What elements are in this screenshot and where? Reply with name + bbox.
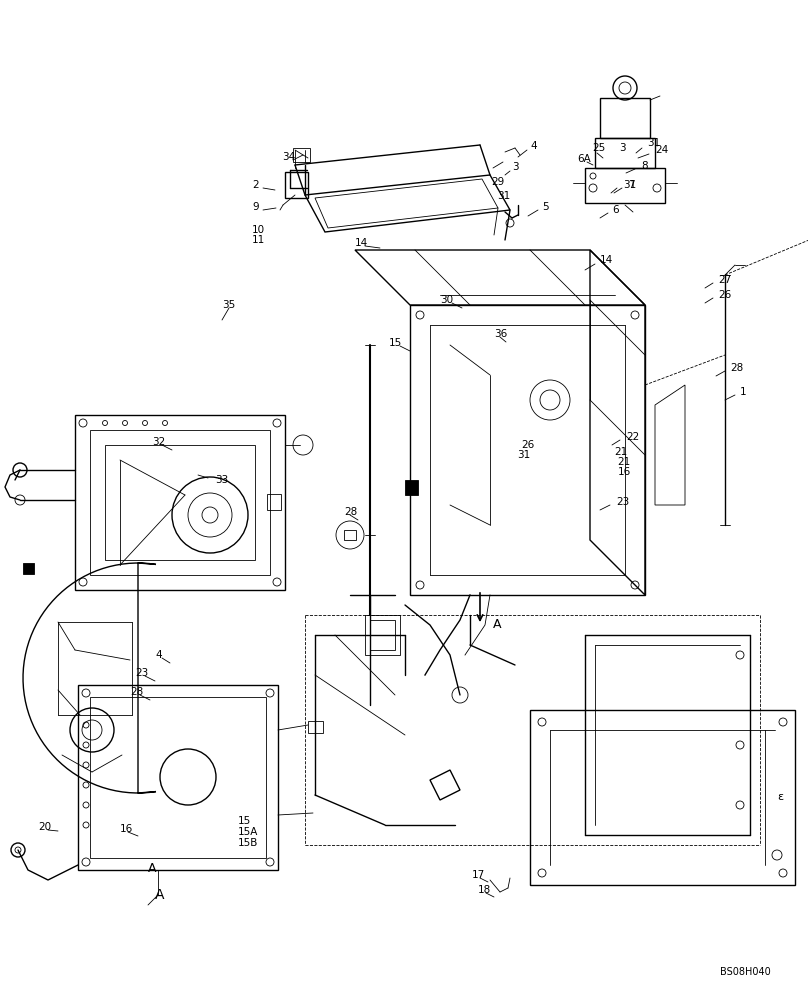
Text: 26: 26 — [718, 290, 731, 300]
Text: 15: 15 — [238, 816, 251, 826]
Text: ε: ε — [777, 792, 783, 802]
Text: 3: 3 — [619, 143, 625, 153]
Text: 4: 4 — [530, 141, 537, 151]
Text: 8: 8 — [641, 161, 648, 171]
Text: 5: 5 — [542, 202, 549, 212]
Text: 6: 6 — [612, 205, 619, 215]
Polygon shape — [23, 563, 34, 574]
Text: 11: 11 — [252, 235, 265, 245]
Text: 23: 23 — [616, 497, 629, 507]
Text: 21: 21 — [617, 457, 630, 467]
Text: 18: 18 — [478, 885, 491, 895]
Text: 20: 20 — [38, 822, 51, 832]
Text: A: A — [155, 888, 165, 902]
Text: A: A — [148, 862, 156, 876]
Text: 15A: 15A — [238, 827, 259, 837]
Text: 35: 35 — [222, 300, 235, 310]
Text: 30: 30 — [440, 295, 453, 305]
Text: 16: 16 — [120, 824, 133, 834]
Text: 33: 33 — [215, 475, 228, 485]
Text: 34: 34 — [282, 152, 295, 162]
Text: 17: 17 — [472, 870, 486, 880]
Text: 36: 36 — [494, 329, 507, 339]
Text: 15: 15 — [389, 338, 402, 348]
Text: 31: 31 — [623, 180, 636, 190]
Text: 27: 27 — [718, 275, 731, 285]
Text: 28: 28 — [344, 507, 357, 517]
Text: 15B: 15B — [238, 838, 259, 848]
Polygon shape — [405, 480, 418, 495]
Text: BS08H040: BS08H040 — [720, 967, 771, 977]
Text: 22: 22 — [626, 432, 639, 442]
Text: 14: 14 — [600, 255, 613, 265]
Text: 4: 4 — [155, 650, 162, 660]
Text: 31: 31 — [517, 450, 530, 460]
Text: 7: 7 — [628, 180, 634, 190]
Text: 3: 3 — [512, 162, 519, 172]
Text: 28: 28 — [130, 687, 143, 697]
Text: 29: 29 — [491, 177, 504, 187]
Text: 2: 2 — [252, 180, 259, 190]
Text: 23: 23 — [135, 668, 148, 678]
Text: 26: 26 — [521, 440, 534, 450]
Text: 1: 1 — [740, 387, 747, 397]
Text: 21: 21 — [614, 447, 627, 457]
Text: 14: 14 — [355, 238, 368, 248]
Text: 24: 24 — [655, 145, 668, 155]
Text: 31: 31 — [497, 191, 510, 201]
Text: 6A: 6A — [577, 154, 591, 164]
Text: 31: 31 — [647, 138, 660, 148]
Text: 10: 10 — [252, 225, 265, 235]
Text: 16: 16 — [618, 467, 631, 477]
Text: 28: 28 — [730, 363, 743, 373]
Text: A: A — [493, 618, 502, 632]
Text: 32: 32 — [152, 437, 166, 447]
Text: 25: 25 — [592, 143, 605, 153]
Text: 9: 9 — [252, 202, 259, 212]
